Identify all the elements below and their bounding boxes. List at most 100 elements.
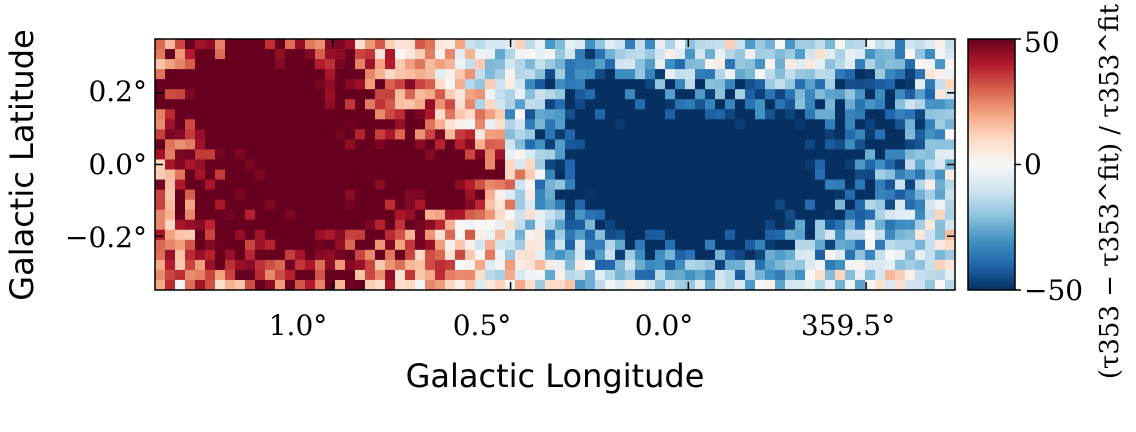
heatmap-cell	[315, 129, 326, 140]
heatmap-cell	[835, 169, 846, 180]
heatmap-cell	[815, 139, 826, 150]
heatmap-cell	[735, 109, 746, 120]
heatmap-cell	[675, 39, 686, 50]
heatmap-cell	[305, 219, 316, 231]
heatmap-cell	[755, 99, 766, 110]
heatmap-cell	[645, 149, 656, 160]
heatmap-cell	[935, 119, 946, 130]
heatmap-cell	[315, 269, 326, 281]
heatmap-cell	[705, 129, 716, 140]
heatmap-cell	[285, 169, 296, 180]
heatmap-cell	[445, 239, 456, 251]
heatmap-cell	[315, 139, 326, 150]
heatmap-cell	[365, 159, 376, 170]
heatmap-cell	[725, 89, 736, 100]
heatmap-cell	[285, 209, 296, 221]
heatmap-cell	[385, 179, 396, 190]
heatmap-cell	[645, 239, 656, 251]
heatmap-cell	[315, 209, 326, 221]
heatmap-cell	[545, 119, 556, 130]
heatmap-cell	[655, 259, 666, 271]
heatmap-cell	[405, 209, 416, 221]
heatmap-cell	[255, 209, 266, 221]
heatmap-cell	[195, 79, 206, 90]
heatmap-cell	[175, 269, 186, 281]
heatmap-cell	[905, 189, 916, 201]
heatmap-cell	[295, 159, 306, 170]
heatmap-cell	[445, 69, 456, 80]
heatmap-cell	[875, 59, 886, 70]
heatmap-cell	[345, 139, 356, 150]
heatmap-cell	[755, 189, 766, 201]
heatmap-cell	[425, 259, 436, 271]
heatmap-cell	[655, 89, 666, 100]
heatmap-cell	[535, 179, 546, 190]
heatmap-cell	[415, 279, 426, 291]
heatmap-cell	[325, 269, 336, 281]
heatmap-cell	[265, 219, 276, 231]
heatmap-cell	[565, 269, 576, 281]
heatmap-cell	[195, 59, 206, 70]
heatmap-cell	[465, 179, 476, 190]
heatmap-cell	[565, 39, 576, 50]
heatmap-cell	[615, 149, 626, 160]
heatmap-cell	[485, 39, 496, 50]
heatmap-cell	[615, 279, 626, 291]
y-tick-label-1: 0.0°	[88, 148, 147, 181]
heatmap-cell	[515, 259, 526, 271]
heatmap-cell	[695, 249, 706, 261]
heatmap-cell	[175, 109, 186, 120]
heatmap-cell	[325, 79, 336, 90]
heatmap-cell	[865, 199, 876, 211]
heatmap-cell	[655, 199, 666, 211]
heatmap-cell	[705, 119, 716, 130]
heatmap-cell	[655, 99, 666, 110]
heatmap-cell	[475, 159, 486, 170]
heatmap-cell	[885, 269, 896, 281]
heatmap-cell	[735, 59, 746, 70]
heatmap-cell	[295, 129, 306, 140]
heatmap-cell	[525, 99, 536, 110]
heatmap-cell	[555, 249, 566, 261]
heatmap-cell	[915, 259, 926, 271]
heatmap-cell	[785, 49, 796, 60]
heatmap-cell	[215, 229, 226, 241]
heatmap-cell	[715, 259, 726, 271]
heatmap-cell	[615, 239, 626, 251]
heatmap-cell	[595, 139, 606, 150]
heatmap-cell	[745, 259, 756, 271]
heatmap-cell	[765, 219, 776, 231]
heatmap-cell	[765, 279, 776, 291]
heatmap-cell	[215, 99, 226, 110]
heatmap-cell	[435, 129, 446, 140]
heatmap-cell	[385, 199, 396, 211]
heatmap-cell	[325, 59, 336, 70]
heatmap-cell	[275, 169, 286, 180]
heatmap-cell	[195, 179, 206, 190]
heatmap-cell	[595, 239, 606, 251]
heatmap-cell	[735, 179, 746, 190]
heatmap-cell	[415, 89, 426, 100]
heatmap-cell	[155, 89, 166, 100]
heatmap-cell	[205, 59, 216, 70]
heatmap-cell	[835, 149, 846, 160]
heatmap-cell	[925, 269, 936, 281]
heatmap-cell	[405, 139, 416, 150]
heatmap-cell	[555, 119, 566, 130]
heatmap-cell	[365, 49, 376, 60]
heatmap-cell	[555, 89, 566, 100]
heatmap-cell	[185, 279, 196, 291]
heatmap-cell	[535, 119, 546, 130]
heatmap-cell	[745, 199, 756, 211]
heatmap-cell	[585, 179, 596, 190]
heatmap-cell	[435, 69, 446, 80]
heatmap-cell	[655, 129, 666, 140]
heatmap-cell	[385, 259, 396, 271]
heatmap-cell	[715, 169, 726, 180]
heatmap-cell	[845, 229, 856, 241]
heatmap-cell	[575, 149, 586, 160]
heatmap-cell	[745, 279, 756, 291]
heatmap-cell	[295, 149, 306, 160]
heatmap-cell	[745, 219, 756, 231]
heatmap-cell	[555, 129, 566, 140]
